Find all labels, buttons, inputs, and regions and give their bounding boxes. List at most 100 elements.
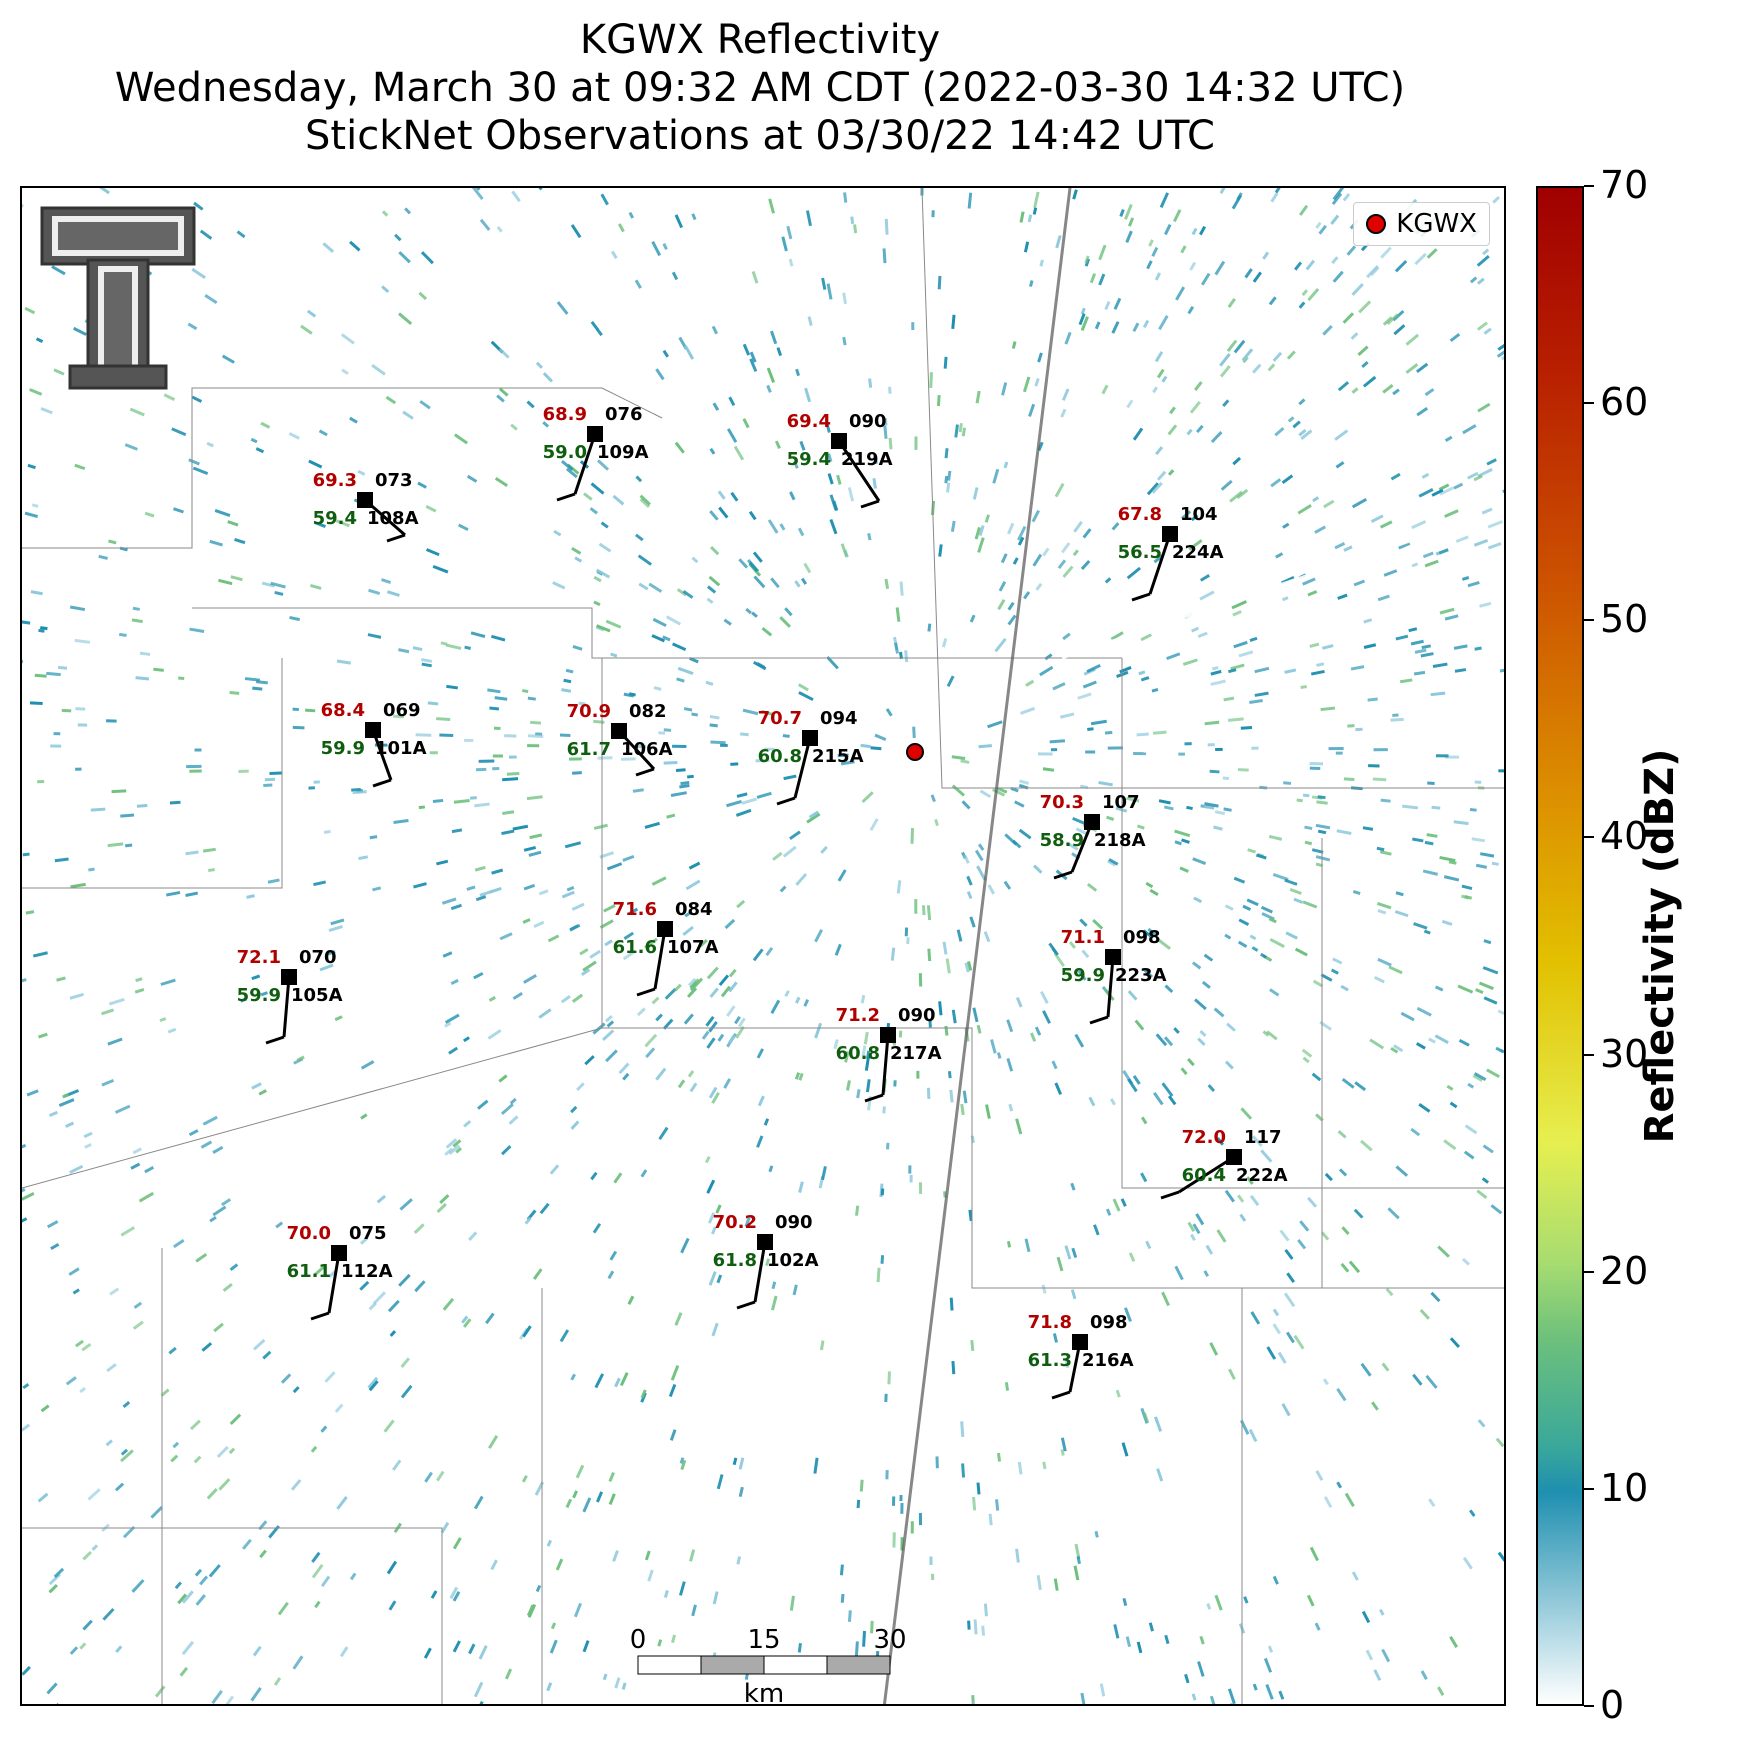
reflectivity-gate xyxy=(1411,520,1427,530)
reflectivity-gate xyxy=(622,949,637,961)
reflectivity-gate xyxy=(1277,1351,1287,1364)
reflectivity-gate xyxy=(65,1376,77,1386)
reflectivity-gate xyxy=(770,999,781,1014)
reflectivity-gate xyxy=(1191,961,1202,970)
wind-barb-shaft xyxy=(881,1034,890,1096)
reflectivity-gate xyxy=(944,475,949,484)
reflectivity-gate xyxy=(1361,1610,1371,1624)
reflectivity-gate xyxy=(202,1115,218,1126)
reflectivity-gate xyxy=(485,1312,495,1325)
reflectivity-gate xyxy=(1439,607,1455,615)
reflectivity-gate xyxy=(468,1643,476,1655)
station-dewpoint: 59.9 xyxy=(237,985,281,1006)
reflectivity-gate xyxy=(1294,261,1303,271)
reflectivity-gate xyxy=(921,905,926,916)
reflectivity-gate xyxy=(571,546,582,555)
reflectivity-gate xyxy=(324,1371,336,1383)
reflectivity-gate xyxy=(488,1435,499,1449)
reflectivity-gate xyxy=(376,1194,387,1204)
reflectivity-gate xyxy=(172,1239,185,1249)
wind-barb-flag xyxy=(1051,1390,1071,1400)
reflectivity-gate xyxy=(938,544,943,557)
reflectivity-gate xyxy=(546,1682,553,1692)
station-id: 215A xyxy=(812,746,864,767)
reflectivity-gate xyxy=(1143,1412,1150,1424)
reflectivity-gate xyxy=(506,772,520,776)
reflectivity-gate xyxy=(1251,946,1259,952)
reflectivity-gate xyxy=(801,577,808,585)
reflectivity-gate xyxy=(619,1372,629,1387)
reflectivity-gate xyxy=(1174,829,1191,838)
reflectivity-gate xyxy=(1307,288,1320,302)
reflectivity-gate xyxy=(962,1090,968,1104)
reflectivity-gate xyxy=(135,676,150,681)
reflectivity-gate xyxy=(708,575,721,587)
reflectivity-gate xyxy=(756,791,772,799)
reflectivity-gate xyxy=(1428,1037,1436,1044)
reflectivity-gate xyxy=(621,1682,627,1690)
reflectivity-gate xyxy=(1072,816,1087,826)
station-wind-direction: 069 xyxy=(383,700,421,721)
reflectivity-gate xyxy=(1214,260,1226,276)
reflectivity-gate xyxy=(833,1039,839,1050)
reflectivity-gate xyxy=(655,1013,663,1022)
reflectivity-gate xyxy=(427,701,439,706)
reflectivity-gate xyxy=(1145,1240,1152,1250)
reflectivity-gate xyxy=(975,390,981,404)
reflectivity-gate xyxy=(1192,857,1207,866)
reflectivity-gate xyxy=(455,1147,463,1154)
reflectivity-gate xyxy=(199,1575,209,1586)
reflectivity-gate xyxy=(292,1386,300,1394)
reflectivity-gate xyxy=(839,1564,844,1576)
map-legend: KGWX xyxy=(1353,202,1490,246)
reflectivity-gate xyxy=(1268,296,1277,306)
reflectivity-gate xyxy=(1128,1252,1136,1262)
reflectivity-gate xyxy=(535,361,543,369)
reflectivity-gate xyxy=(367,1376,379,1389)
wind-barb-flag xyxy=(636,987,656,997)
reflectivity-gate xyxy=(895,607,901,622)
reflectivity-gate xyxy=(181,1590,194,1604)
reflectivity-gate xyxy=(1145,881,1154,889)
reflectivity-gate xyxy=(448,1046,459,1055)
reflectivity-gate xyxy=(463,1318,472,1328)
station-dewpoint: 56.5 xyxy=(1118,542,1162,563)
reflectivity-gate xyxy=(1392,388,1400,396)
reflectivity-gate xyxy=(1169,406,1176,415)
reflectivity-gate xyxy=(1358,300,1372,314)
reflectivity-gate xyxy=(221,354,235,364)
reflectivity-gate xyxy=(744,1215,752,1228)
reflectivity-gate xyxy=(967,1620,971,1630)
reflectivity-gate xyxy=(784,990,790,998)
reflectivity-gate xyxy=(105,1439,113,1447)
reflectivity-gate xyxy=(821,1166,827,1181)
reflectivity-gate xyxy=(1154,1416,1163,1432)
reflectivity-gate xyxy=(726,428,738,443)
reflectivity-gate xyxy=(340,333,355,345)
reflectivity-gate xyxy=(139,651,151,656)
reflectivity-gate xyxy=(46,1682,58,1695)
reflectivity-gate xyxy=(1269,988,1280,997)
reflectivity-gate xyxy=(1274,426,1285,437)
reflectivity-gate xyxy=(559,1329,570,1343)
reflectivity-gate xyxy=(1446,1084,1454,1091)
reflectivity-gate xyxy=(710,545,720,556)
reflectivity-gate xyxy=(720,985,731,998)
reflectivity-gate xyxy=(605,1015,613,1023)
reflectivity-gate xyxy=(565,1498,573,1509)
reflectivity-gate xyxy=(442,1297,455,1311)
reflectivity-gate xyxy=(847,1610,852,1622)
reflectivity-gate xyxy=(134,988,145,994)
reflectivity-gate xyxy=(1458,1038,1470,1047)
reflectivity-gate xyxy=(647,1569,654,1582)
reflectivity-gate xyxy=(1340,984,1349,992)
reflectivity-gate xyxy=(79,1642,87,1650)
reflectivity-gate xyxy=(1260,1149,1273,1163)
reflectivity-gate xyxy=(1147,927,1158,937)
reflectivity-gate xyxy=(399,1198,413,1211)
reflectivity-gate xyxy=(471,188,484,200)
station-dewpoint: 61.7 xyxy=(567,739,611,760)
reflectivity-gate xyxy=(1354,1081,1367,1092)
